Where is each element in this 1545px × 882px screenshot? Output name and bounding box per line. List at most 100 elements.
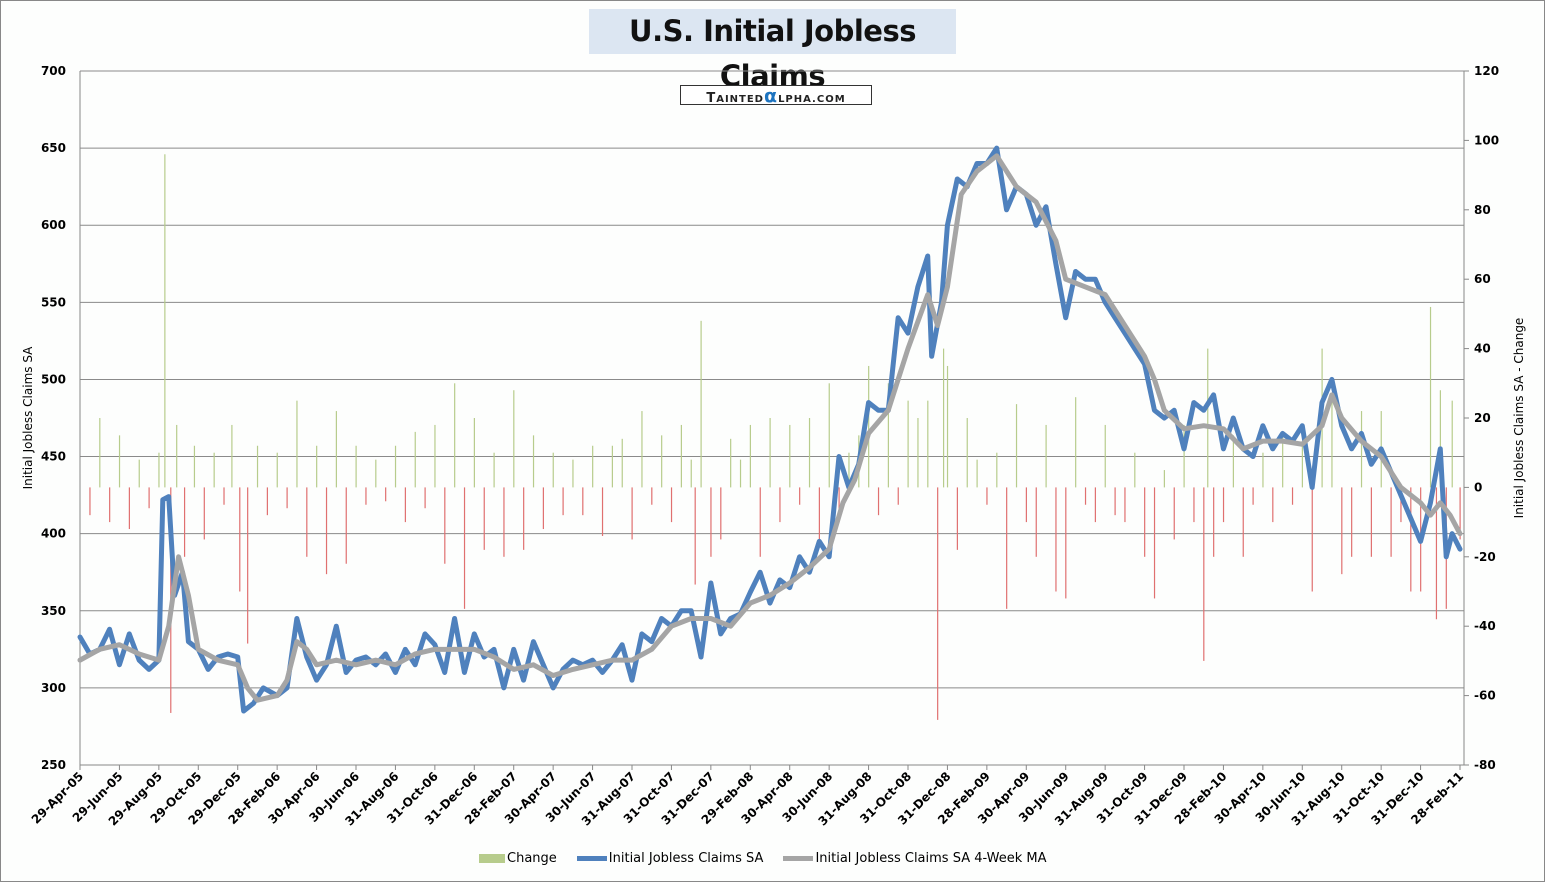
change-bar	[1311, 487, 1313, 592]
change-bar	[592, 445, 594, 488]
change-bar	[1065, 487, 1067, 599]
change-bar	[749, 424, 751, 488]
change-bar	[917, 418, 919, 488]
change-bar	[513, 390, 515, 488]
change-bar	[1351, 487, 1353, 557]
change-bar	[203, 487, 205, 540]
change-bar	[138, 459, 140, 488]
change-bar	[838, 487, 840, 523]
change-bar	[1134, 452, 1136, 488]
change-bar	[946, 365, 949, 488]
change-bar	[503, 487, 505, 557]
change-bar	[1144, 487, 1146, 557]
change-bar	[1262, 452, 1264, 488]
change-bar	[385, 487, 387, 502]
legend: Change Initial Jobless Claims SA Initial…	[479, 851, 1047, 866]
chart-title: U.S. Initial Jobless Claims	[589, 9, 956, 93]
change-bar	[631, 487, 633, 540]
legend-item-change: Change	[479, 851, 557, 866]
change-bar	[1272, 487, 1274, 523]
change-bar	[868, 365, 870, 488]
change-bar	[552, 452, 554, 488]
change-bar	[996, 452, 998, 488]
y2-tick-label: 120	[1474, 64, 1499, 78]
change-bar	[1094, 487, 1096, 523]
change-bar	[247, 487, 249, 644]
change-bar	[818, 487, 820, 540]
change-bar	[808, 418, 811, 488]
change-bar	[1045, 424, 1047, 488]
change-bar	[1410, 487, 1412, 592]
change-bar	[365, 487, 367, 505]
change-bar	[779, 487, 781, 523]
change-bar	[1439, 390, 1441, 488]
change-bar	[651, 487, 653, 505]
change-bar	[1183, 424, 1185, 488]
change-bar	[176, 424, 178, 488]
change-bar	[118, 435, 121, 488]
change-bar	[296, 400, 298, 488]
change-bar	[739, 459, 742, 488]
change-bar	[769, 418, 771, 488]
change-bar	[848, 452, 850, 488]
change-bar	[670, 487, 673, 523]
change-bar	[335, 411, 337, 488]
change-bar	[1035, 487, 1037, 557]
change-bar	[493, 452, 495, 488]
change-bar	[700, 320, 702, 488]
y-tick-label: 650	[41, 141, 66, 155]
change-bar	[759, 487, 761, 557]
change-bar	[680, 424, 682, 488]
change-bar	[99, 418, 101, 488]
change-bar	[1222, 487, 1225, 523]
change-bar	[1400, 487, 1402, 523]
change-bar	[661, 435, 663, 488]
change-bar	[937, 487, 939, 720]
change-bar	[434, 424, 436, 488]
change-bar	[789, 424, 791, 488]
change-bar	[1232, 435, 1234, 488]
change-bar	[404, 487, 406, 523]
change-bar	[286, 487, 288, 509]
change-bar	[266, 487, 268, 516]
change-bar	[128, 487, 130, 530]
change-bar	[887, 383, 889, 488]
legend-item-ma: Initial Jobless Claims SA 4-Week MA	[783, 851, 1047, 866]
change-bar	[1025, 487, 1027, 523]
change-bar	[1006, 487, 1008, 609]
change-bar	[355, 445, 357, 488]
y2-tick-label: -60	[1474, 689, 1496, 703]
change-bar	[641, 411, 643, 488]
change-bar	[1207, 348, 1209, 488]
change-bar	[572, 459, 574, 488]
change-bar	[1451, 400, 1453, 488]
change-bar	[532, 435, 535, 488]
y2-tick-label: -40	[1474, 619, 1496, 633]
change-bar	[325, 487, 328, 575]
y-tick-label: 550	[41, 295, 66, 309]
y-tick-label: 400	[41, 527, 66, 541]
y-tick-label: 500	[41, 372, 66, 386]
change-bar	[463, 487, 466, 609]
change-bar	[942, 348, 945, 488]
change-bar	[542, 487, 544, 530]
change-bar	[611, 445, 613, 488]
change-bar	[1429, 306, 1432, 488]
change-bar	[730, 438, 732, 488]
change-bar	[473, 418, 475, 488]
change-bar	[601, 487, 604, 536]
change-bar	[1242, 487, 1244, 557]
y-tick-label: 350	[41, 604, 66, 618]
legend-swatch-claims	[576, 856, 607, 861]
change-bar	[1341, 487, 1343, 575]
change-bar	[966, 418, 968, 488]
change-bar	[158, 452, 160, 488]
change-bar	[956, 487, 958, 550]
change-bar	[1435, 487, 1438, 620]
change-bar	[424, 487, 426, 509]
y-tick-label: 450	[41, 450, 66, 464]
change-bar	[454, 383, 456, 488]
change-bar	[1459, 487, 1461, 540]
change-bar	[414, 431, 416, 488]
